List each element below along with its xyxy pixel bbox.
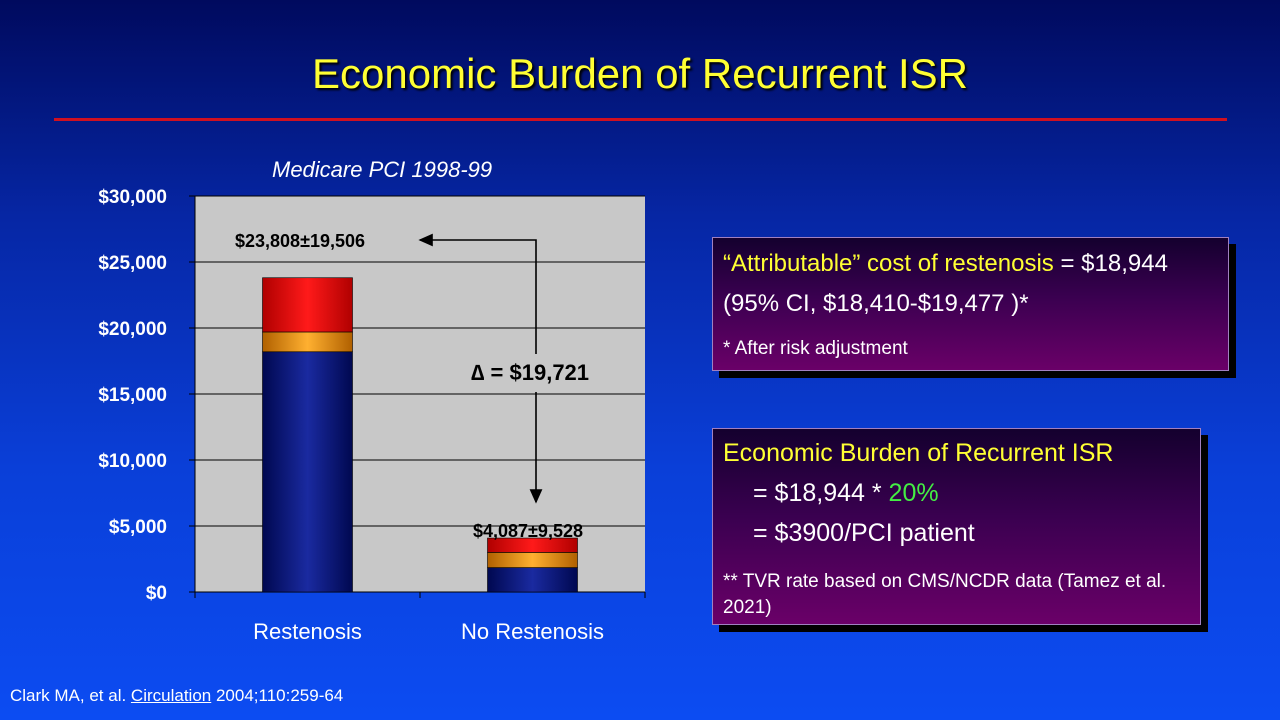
y-tick-label: $20,000 [98, 319, 167, 340]
economic-burden-callout: Economic Burden of Recurrent ISR = $18,9… [712, 428, 1201, 625]
attributable-cost-line: “Attributable” cost of restenosis = $18,… [723, 250, 1168, 278]
title-divider [54, 118, 1227, 121]
tvr-source-note: ** TVR rate based on CMS/NCDR data (Tame… [723, 571, 1167, 618]
bar-data-label: $4,087±9,528 [473, 521, 583, 541]
citation-journal-link[interactable]: Circulation [130, 686, 212, 705]
y-tick-label: $30,000 [98, 187, 167, 208]
delta-label: ∆ = $19,721 [471, 360, 589, 385]
attributable-cost-label: “Attributable” cost of restenosis [723, 250, 1054, 277]
bars [262, 277, 578, 593]
y-tick-label: $5,000 [109, 517, 167, 538]
y-axis: $0 $5,000 $10,000 $15,000 $20,000 $25,000 $30,… [98, 187, 646, 604]
bar-segment-top [262, 277, 353, 333]
chart-subtitle: Medicare PCI 1998-99 [272, 157, 493, 182]
attributable-cost-value: = $18,944 [1053, 250, 1168, 277]
confidence-interval: (95% CI, $18,410-$19,477 )* [723, 290, 1029, 317]
delta-annotation: ∆ = $19,721 [418, 233, 589, 504]
tvr-rate: 20% [888, 479, 939, 507]
y-tick-label: $10,000 [98, 451, 167, 472]
citation-reference: 2004;110:259-64 [211, 686, 344, 705]
x-axis: Restenosis No Restenosis [253, 619, 604, 644]
bar-data-label: $23,808±19,506 [235, 231, 365, 251]
bar-segment-middle [487, 552, 578, 568]
x-category-label: No Restenosis [461, 619, 604, 644]
burden-calculation: = $18,944 * 20% [753, 479, 939, 508]
bar-segment-middle [262, 331, 353, 353]
bar-segment-base [487, 567, 578, 593]
y-tick-label: $0 [146, 583, 167, 604]
data-labels: $23,808±19,506 $4,087±9,528 [235, 231, 583, 541]
attributable-cost-callout: “Attributable” cost of restenosis = $18,… [712, 237, 1229, 371]
economic-burden-heading: Economic Burden of Recurrent ISR [723, 439, 1114, 467]
bar-segment-base [262, 351, 353, 593]
citation-authors: Clark MA, et al. [10, 686, 131, 705]
delta-arrow-upper [418, 233, 537, 354]
y-tick-label: $15,000 [98, 385, 167, 406]
bar-segment-top [487, 537, 578, 553]
risk-adjustment-note: * After risk adjustment [723, 338, 908, 359]
y-tick-label: $25,000 [98, 253, 167, 274]
citation: Clark MA, et al. Circulation 2004;110:25… [10, 686, 343, 706]
x-category-label: Restenosis [253, 619, 362, 644]
burden-calc-prefix: = $18,944 * [753, 479, 889, 507]
slide-title: Economic Burden of Recurrent ISR [312, 50, 968, 97]
burden-result: = $3900/PCI patient [753, 519, 975, 547]
